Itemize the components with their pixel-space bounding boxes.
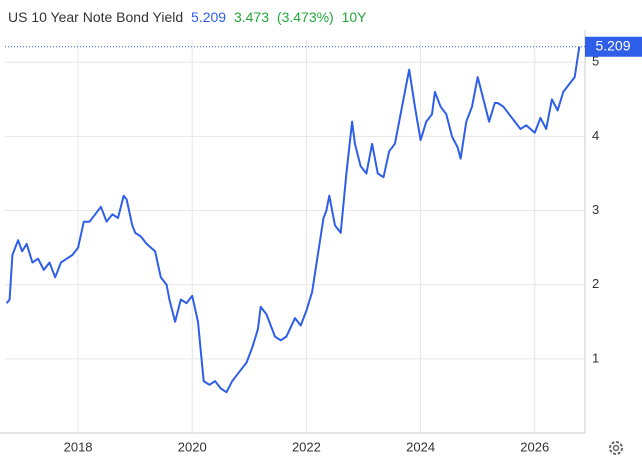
y-tick-label: 1 [592, 350, 599, 365]
x-tick-label: 2020 [178, 439, 207, 454]
change: 3.473 [234, 9, 269, 25]
chart-title: US 10 Year Note Bond Yield [8, 9, 183, 25]
grid: 1 2 3 4 5 2018 2020 2022 2024 2026 [0, 30, 599, 454]
last-value-badge [585, 36, 642, 57]
y-tick-label: 5 [592, 54, 599, 69]
chart-header: US 10 Year Note Bond Yield 5.209 3.473 (… [8, 9, 367, 25]
last-value: 5.209 [191, 9, 226, 25]
gear-hub [612, 444, 620, 452]
gear-teeth [609, 441, 623, 455]
x-tick-label: 2026 [520, 439, 549, 454]
plot: 5.209 [5, 36, 642, 394]
change-percent: (3.473%) [277, 9, 334, 25]
y-tick-label: 2 [592, 276, 599, 291]
y-tick-label: 4 [592, 128, 599, 143]
period: 10Y [342, 9, 368, 25]
settings-icon[interactable] [609, 441, 623, 455]
x-tick-label: 2018 [64, 439, 93, 454]
last-value-label: 5.209 [595, 37, 630, 53]
x-tick-label: 2024 [406, 439, 435, 454]
series-line [5, 46, 581, 394]
x-tick-label: 2022 [292, 439, 321, 454]
y-tick-label: 3 [592, 202, 599, 217]
